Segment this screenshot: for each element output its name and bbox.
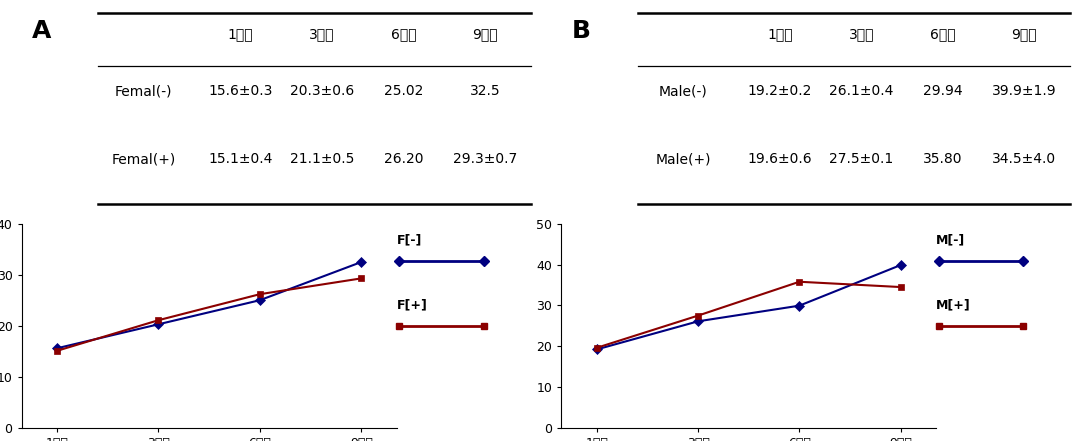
Point — [478, 258, 491, 263]
Text: B: B — [572, 19, 590, 43]
Text: 21.1±0.5: 21.1±0.5 — [290, 152, 355, 166]
Point — [933, 323, 946, 329]
Text: 19.2±0.2: 19.2±0.2 — [748, 84, 812, 98]
Text: 32.5: 32.5 — [469, 84, 501, 98]
Point — [392, 323, 405, 329]
Text: 29.94: 29.94 — [923, 84, 963, 98]
Text: Femal(-): Femal(-) — [115, 84, 173, 98]
Text: 6개월: 6개월 — [930, 27, 956, 41]
Text: Femal(+): Femal(+) — [111, 152, 176, 166]
Text: 6개월: 6개월 — [390, 27, 416, 41]
Text: 25.02: 25.02 — [384, 84, 423, 98]
Point — [478, 323, 491, 329]
Text: 9개월: 9개월 — [1012, 27, 1037, 41]
Line: 2 pts: 2 pts — [935, 322, 1027, 329]
Point — [392, 258, 405, 263]
Text: 35.80: 35.80 — [923, 152, 963, 166]
Point — [1017, 258, 1030, 263]
Text: 3개월: 3개월 — [849, 27, 875, 41]
Text: 26.20: 26.20 — [384, 152, 423, 166]
Text: M[-]: M[-] — [936, 233, 965, 246]
Text: 9개월: 9개월 — [472, 27, 497, 41]
Text: Male(+): Male(+) — [655, 152, 711, 166]
Line: 2 pts: 2 pts — [396, 322, 488, 329]
Text: Male(-): Male(-) — [659, 84, 708, 98]
Text: F[+]: F[+] — [397, 299, 428, 311]
Text: 15.1±0.4: 15.1±0.4 — [209, 152, 272, 166]
Text: M[+]: M[+] — [936, 299, 971, 311]
Text: 15.6±0.3: 15.6±0.3 — [209, 84, 272, 98]
Text: 1개월: 1개월 — [768, 27, 792, 41]
Text: 29.3±0.7: 29.3±0.7 — [453, 152, 517, 166]
Text: 27.5±0.1: 27.5±0.1 — [829, 152, 894, 166]
Line: 2 pts: 2 pts — [935, 257, 1027, 264]
Text: 20.3±0.6: 20.3±0.6 — [290, 84, 355, 98]
Text: 34.5±4.0: 34.5±4.0 — [992, 152, 1056, 166]
Line: 2 pts: 2 pts — [396, 257, 488, 264]
Point — [1017, 323, 1030, 329]
Text: 39.9±1.9: 39.9±1.9 — [992, 84, 1057, 98]
Text: 1개월: 1개월 — [228, 27, 253, 41]
Text: F[-]: F[-] — [397, 233, 422, 246]
Text: 26.1±0.4: 26.1±0.4 — [829, 84, 894, 98]
Text: 19.6±0.6: 19.6±0.6 — [748, 152, 812, 166]
Text: 3개월: 3개월 — [309, 27, 335, 41]
Text: A: A — [31, 19, 51, 43]
Point — [933, 258, 946, 263]
